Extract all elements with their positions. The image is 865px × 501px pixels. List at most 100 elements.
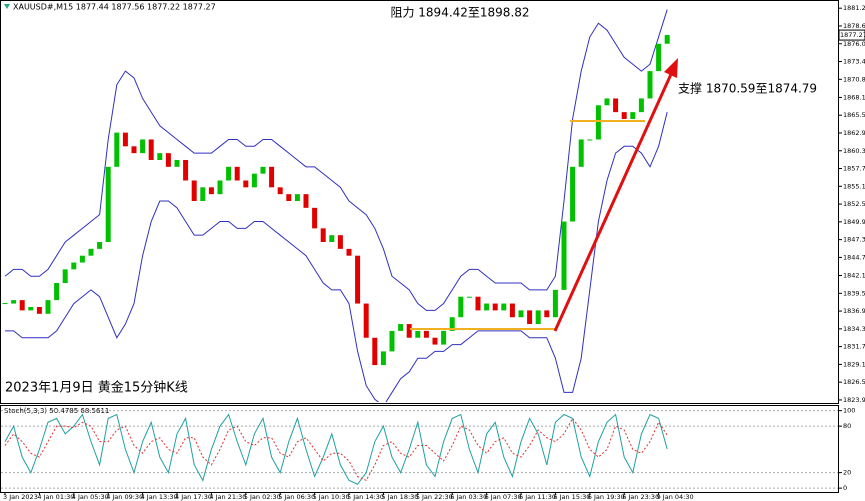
- y-tick-label: 1836.90: [843, 307, 865, 315]
- y-tick-label: 1834.30: [843, 325, 865, 333]
- y-tick-label: 1823.90: [843, 396, 865, 404]
- symbol-icon: [4, 4, 10, 9]
- x-tick-label: 5 Jan 14:30: [347, 493, 384, 501]
- candle: [509, 303, 515, 318]
- y-tick-label: 1852.55: [843, 200, 865, 208]
- candle: [527, 310, 533, 325]
- x-tick-label: 6 Jan 11:30: [519, 493, 556, 501]
- y-tick-label: 0: [843, 484, 847, 492]
- candle: [54, 283, 60, 301]
- candle: [501, 303, 507, 311]
- candle: [647, 71, 653, 99]
- candle: [389, 330, 395, 352]
- x-tick-label: 9 Jan 04:30: [657, 493, 694, 501]
- candle: [595, 105, 601, 140]
- candle: [88, 248, 94, 256]
- y-tick-label: 1839.50: [843, 289, 865, 297]
- series-line: [5, 112, 668, 402]
- candle: [79, 255, 85, 263]
- candle: [62, 269, 68, 284]
- x-tick-label: 4 Jan 21:30: [209, 493, 246, 501]
- x-tick-label: 6 Jan 19:30: [588, 493, 625, 501]
- x-tick-label: 5 Jan 02:30: [244, 493, 281, 501]
- y-tick-label: 1831.70: [843, 343, 865, 351]
- candle: [484, 303, 490, 311]
- x-tick-label: 5 Jan 10:30: [313, 493, 350, 501]
- y-tick-label: 1878.60: [843, 22, 865, 30]
- candle: [518, 310, 524, 318]
- x-tick-label: 4 Jan 13:30: [141, 493, 178, 501]
- y-tick-label: 1829.10: [843, 360, 865, 368]
- candle: [432, 337, 438, 345]
- x-tick-label: 4 Jan 17:30: [175, 493, 212, 501]
- y-tick-label: 100: [843, 407, 855, 415]
- y-tick-label: 1849.95: [843, 218, 865, 226]
- candle: [157, 153, 163, 160]
- candle: [475, 296, 481, 311]
- candle: [380, 351, 386, 366]
- y-tick-label: 1873.40: [843, 58, 865, 66]
- candle: [664, 35, 670, 44]
- candle: [294, 194, 300, 201]
- candle: [656, 43, 662, 72]
- series-line: [4, 9, 668, 311]
- y-tick-label: 1876.00: [843, 40, 865, 48]
- candle: [449, 317, 455, 331]
- candle: [320, 228, 326, 243]
- plot: 3 Jan 2023 4 Jan 01:304 Jan 05:304 Jan 09…: [1, 4, 865, 501]
- candle: [604, 98, 610, 106]
- support-note: 支撑 1870.59至1874.79: [678, 81, 817, 96]
- candle: [303, 194, 309, 208]
- trend-arrow: [553, 71, 674, 332]
- y-tick-label: 80: [843, 422, 851, 430]
- candle: [71, 262, 77, 270]
- candle: [552, 289, 558, 318]
- y-tick-label: 1857.75: [843, 165, 865, 173]
- y-tick-label: 1826.50: [843, 378, 865, 386]
- x-tick-label: 3 Jan 2023: [3, 493, 38, 501]
- candle: [208, 187, 214, 195]
- candle: [28, 306, 34, 311]
- candle: [363, 303, 369, 338]
- candle: [372, 337, 378, 366]
- series-line: [4, 417, 668, 482]
- y-tick-label: 1865.55: [843, 111, 865, 119]
- candle: [122, 132, 128, 147]
- candle: [217, 180, 223, 195]
- candle: [535, 310, 541, 325]
- candle: [148, 139, 154, 160]
- candle: [587, 139, 593, 141]
- y-tick-label: 1847.35: [843, 236, 865, 244]
- candle: [36, 306, 42, 314]
- candle: [346, 248, 352, 256]
- candle: [243, 180, 249, 188]
- candle: [277, 187, 283, 195]
- stoch-frame: [0, 405, 839, 493]
- chart-caption: 2023年1月9日 黄金15分钟K线: [5, 380, 188, 396]
- candle: [269, 166, 275, 188]
- candle: [11, 300, 17, 304]
- x-tick-label: 4 Jan 01:30: [37, 493, 74, 501]
- candle: [131, 146, 137, 154]
- candle: [492, 303, 498, 311]
- candle: [466, 296, 472, 298]
- x-tick-label: 4 Jan 09:30: [106, 493, 143, 501]
- candle: [97, 242, 103, 249]
- candle: [174, 159, 180, 167]
- candle: [260, 166, 266, 174]
- candle: [398, 324, 404, 331]
- candle: [544, 310, 550, 318]
- y-tick-label: 1868.15: [843, 93, 865, 101]
- candle: [200, 187, 206, 201]
- y-tick-label: 1855.15: [843, 182, 865, 190]
- x-tick-label: 6 Jan 23:30: [622, 493, 659, 501]
- candle: [286, 194, 292, 201]
- candle: [423, 330, 429, 338]
- candle: [165, 153, 171, 167]
- candle: [329, 235, 335, 243]
- candle: [570, 166, 576, 222]
- y-tick-label: 1844.75: [843, 253, 865, 261]
- candle: [226, 166, 232, 181]
- y-tick-label: 1862.95: [843, 129, 865, 137]
